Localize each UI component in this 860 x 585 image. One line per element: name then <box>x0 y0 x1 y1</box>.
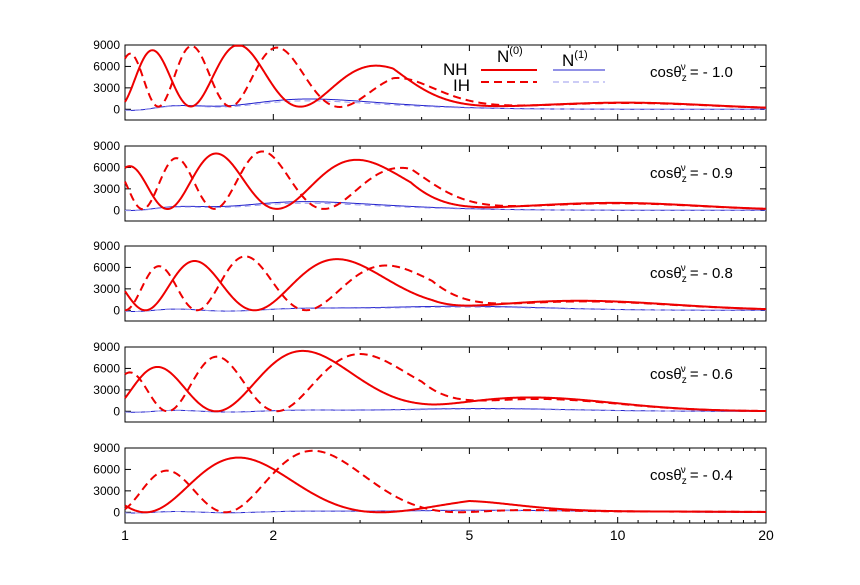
series-n0-ih <box>124 353 767 413</box>
x-tick-label: 1 <box>121 527 129 543</box>
legend-row-nh: NH <box>443 60 468 79</box>
y-tick-label: 0 <box>113 404 120 418</box>
series-n1-ih <box>124 408 766 413</box>
panel-frame <box>124 44 767 121</box>
series-n0-nh <box>124 456 766 514</box>
series-n1-ih <box>124 202 766 212</box>
x-tick-label: 2 <box>269 527 277 543</box>
y-tick-label: 3000 <box>93 182 120 196</box>
y-tick-label: 0 <box>113 203 120 217</box>
y-tick-label: 3000 <box>93 484 120 498</box>
y-tick-label: 0 <box>113 102 120 116</box>
y-tick-label: 9000 <box>93 139 120 153</box>
y-tick-label: 0 <box>113 303 120 317</box>
legend-header-n1: N(1) <box>562 49 588 70</box>
series-n0-ih <box>124 150 767 211</box>
series-n0-ih <box>124 255 767 312</box>
panel-frame <box>124 346 767 423</box>
y-tick-label: 6000 <box>93 462 120 476</box>
legend-header-n0: N(0) <box>497 45 523 66</box>
y-tick-label: 9000 <box>93 441 120 455</box>
series-n1-nh <box>124 98 766 111</box>
panel-label: cosθzν = - 0.9 <box>650 163 733 185</box>
y-tick-label: 6000 <box>93 59 120 73</box>
series-n0-nh <box>124 152 767 211</box>
y-tick-label: 9000 <box>93 340 120 354</box>
y-tick-label: 6000 <box>93 361 120 375</box>
y-tick-label: 6000 <box>93 160 120 174</box>
panel-frame <box>124 447 767 524</box>
y-tick-label: 9000 <box>93 38 120 52</box>
y-tick-label: 3000 <box>93 81 120 95</box>
x-tick-label: 10 <box>610 527 626 543</box>
y-tick-label: 0 <box>113 505 120 519</box>
panel-frame <box>124 145 767 222</box>
series-n0-nh <box>124 44 767 109</box>
series-n1-ih <box>124 306 766 313</box>
y-tick-label: 3000 <box>93 282 120 296</box>
panel-frame <box>124 245 767 322</box>
x-tick-label: 5 <box>465 527 473 543</box>
series-n0-nh <box>124 349 767 413</box>
panel-label: cosθzν = - 0.6 <box>650 364 733 386</box>
panel-label: cosθzν = - 1.0 <box>650 62 733 84</box>
panel-label: cosθzν = - 0.8 <box>650 263 733 285</box>
series-n0-ih <box>124 45 767 109</box>
x-tick-label: 20 <box>758 527 774 543</box>
series-n0-ih <box>124 449 767 514</box>
legend-row-ih: IH <box>453 76 470 95</box>
panel-label: cosθzν = - 0.4 <box>650 465 733 487</box>
y-tick-label: 9000 <box>93 239 120 253</box>
y-tick-label: 6000 <box>93 260 120 274</box>
y-tick-label: 3000 <box>93 383 120 397</box>
series-n1-ih <box>124 100 766 111</box>
